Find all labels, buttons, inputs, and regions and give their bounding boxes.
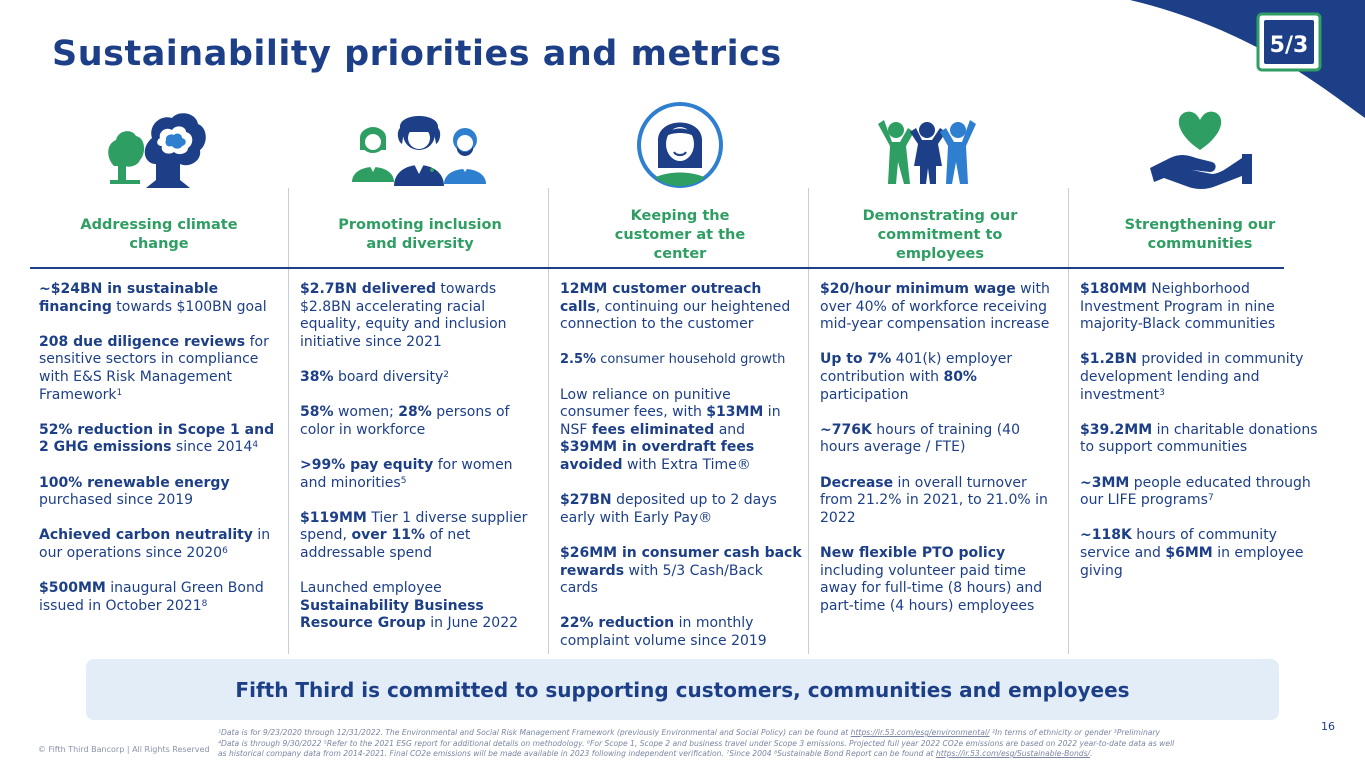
header-rule (30, 267, 1284, 269)
metric-item: Up to 7% 401(k) employer contribution wi… (820, 351, 1013, 403)
copyright-notice: © Fifth Third Bancorp | All Rights Reser… (38, 745, 210, 754)
metric-item: 52% reduction in Scope 1 and 2 GHG emiss… (39, 421, 275, 456)
diverse-people-icon (348, 108, 492, 192)
metric-item: 100% renewable energy purchased since 20… (39, 474, 230, 509)
page-number: 16 (1321, 720, 1335, 733)
metric-item: Decrease in overall turnover from 21.2% … (820, 474, 1048, 526)
column-customer: 12MM customer outreach calls, continuing… (560, 281, 802, 668)
metric-item: New flexible PTO policy including volunt… (820, 544, 1043, 614)
column-heading-employees: Demonstrating our commitment to employees (862, 208, 1018, 262)
metric-item: ~$24BN in sustainable financing towards … (39, 281, 267, 315)
metric-item: $1.2BN provided in community development… (1080, 351, 1304, 403)
environmental-link[interactable]: https://ir.53.com/esg/environmental/ (850, 728, 990, 737)
logo-text: 5/3 (1270, 33, 1309, 58)
fifth-third-logo: 5/3 (1254, 12, 1324, 72)
column-inclusion: $2.7BN delivered towards $2.8BN accelera… (300, 281, 542, 650)
column-communities: $180MM Neighborhood Investment Program i… (1080, 281, 1322, 598)
metric-item: ~118K hours of community service and $6M… (1080, 527, 1304, 579)
column-heading-communities: Strengthening our communities (1124, 217, 1276, 252)
employees-celebrating-icon (876, 118, 978, 192)
metric-item: >99% pay equity for women and minorities… (300, 456, 513, 491)
metric-item: Launched employee Sustainability Busines… (300, 580, 519, 632)
metric-item: $20/hour minimum wage with over 40% of w… (820, 281, 1050, 333)
metric-item: ~3MM people educated through our LIFE pr… (1080, 474, 1311, 509)
column-heading-climate: Addressing climate change (80, 217, 238, 252)
sustainable-bonds-link[interactable]: https://ir.53.com/esg/Sustainable-Bonds/ (935, 749, 1091, 758)
heart-hand-icon (1146, 106, 1256, 194)
metric-item: 22% reduction in monthly complaint volum… (560, 615, 767, 649)
column-climate: ~$24BN in sustainable financing towards … (39, 281, 281, 633)
metric-item: 12MM customer outreach calls, continuing… (560, 281, 791, 333)
metric-item: $180MM Neighborhood Investment Program i… (1080, 281, 1276, 333)
metric-item: $500MM inaugural Green Bond issued in Oc… (39, 580, 264, 614)
metric-item: 208 due diligence reviews for sensitive … (39, 333, 269, 403)
metric-item: ~776K hours of training (40 hours averag… (820, 421, 1020, 456)
metric-item: $119MM Tier 1 diverse supplier spend, ov… (300, 509, 528, 561)
metric-item: 2.5% consumer household growth (560, 352, 786, 368)
trees-icon (104, 108, 216, 198)
page-title: Sustainability priorities and metrics (52, 34, 782, 74)
metric-item: $27BN deposited up to 2 days early with … (560, 492, 777, 526)
metric-item: $39.2MM in charitable donations to suppo… (1080, 421, 1318, 456)
metric-item: 58% women; 28% persons of color in workf… (300, 404, 510, 438)
column-employees: $20/hour minimum wage with over 40% of w… (820, 281, 1062, 633)
metric-item: $2.7BN delivered towards $2.8BN accelera… (300, 281, 507, 350)
column-divider (288, 188, 289, 654)
column-divider (808, 188, 809, 654)
metric-item: Low reliance on punitive consumer fees, … (560, 386, 781, 473)
column-divider (548, 188, 549, 654)
metric-item: Achieved carbon neutrality in our operat… (39, 527, 271, 561)
column-heading-inclusion: Promoting inclusion and diversity (338, 217, 502, 252)
column-heading-customer: Keeping the customer at the center (614, 208, 746, 262)
metric-item: $26MM in consumer cash back rewards with… (560, 544, 802, 597)
column-divider (1068, 188, 1069, 654)
footnotes: ¹Data is for 9/23/2020 through 12/31/202… (218, 728, 1175, 758)
customer-avatar-icon (628, 102, 732, 192)
commitment-banner: Fifth Third is committed to supporting c… (86, 659, 1279, 720)
metric-item: 38% board diversity2 (300, 368, 449, 385)
